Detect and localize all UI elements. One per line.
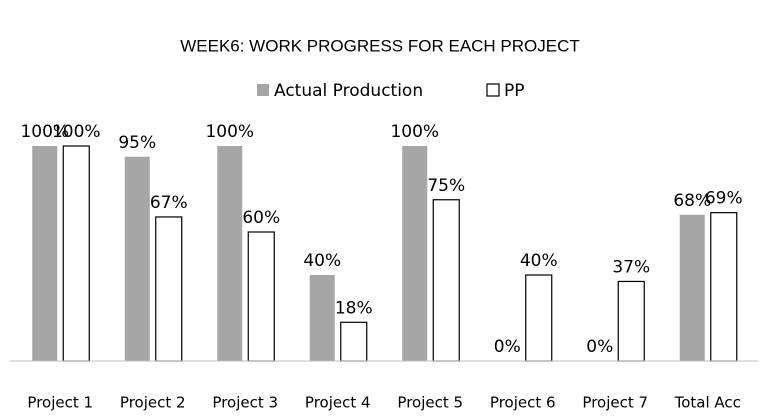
bar — [247, 231, 275, 362]
legend-label: PP — [504, 81, 525, 101]
bar — [62, 145, 90, 362]
value-label: 75% — [427, 176, 465, 196]
value-label: 0% — [494, 337, 521, 357]
value-label: 95% — [118, 133, 156, 153]
x-tick-label: Project 7 — [582, 394, 648, 412]
value-label: 18% — [335, 298, 373, 318]
bar — [32, 146, 58, 361]
value-label: 0% — [586, 337, 613, 357]
value-label: 60% — [242, 208, 280, 228]
bar — [155, 216, 183, 362]
value-label: 67% — [150, 193, 188, 213]
bar — [432, 199, 460, 362]
value-label: 37% — [612, 257, 650, 277]
bar — [340, 321, 368, 362]
x-tick-label: Total Acc — [674, 394, 741, 412]
bar — [617, 280, 645, 362]
value-label: 100% — [205, 122, 254, 142]
bar — [217, 146, 243, 361]
legend-swatch — [257, 84, 269, 96]
value-label: 40% — [303, 251, 341, 271]
bar — [710, 212, 738, 362]
legend-label: Actual Production — [274, 81, 423, 101]
bar — [124, 156, 150, 361]
value-label: 100% — [20, 122, 69, 142]
x-tick-label: Project 3 — [212, 394, 278, 412]
value-label: 100% — [390, 122, 439, 142]
value-label: 40% — [520, 251, 558, 271]
legend-swatch — [486, 83, 500, 97]
x-tick-label: Project 6 — [490, 394, 556, 412]
bar — [679, 214, 705, 361]
bar — [525, 274, 553, 362]
x-tick-label: Project 2 — [120, 394, 186, 412]
value-label: 68% — [673, 191, 711, 211]
x-tick-label: Project 1 — [27, 394, 93, 412]
bar — [402, 146, 428, 361]
chart-title: WEEK6: WORK PROGRESS FOR EACH PROJECT — [180, 36, 580, 55]
value-label: 69% — [705, 189, 743, 209]
x-tick-label: Project 5 — [397, 394, 463, 412]
bar — [309, 275, 335, 361]
value-label: 100% — [52, 122, 101, 142]
x-tick-label: Project 4 — [305, 394, 371, 412]
